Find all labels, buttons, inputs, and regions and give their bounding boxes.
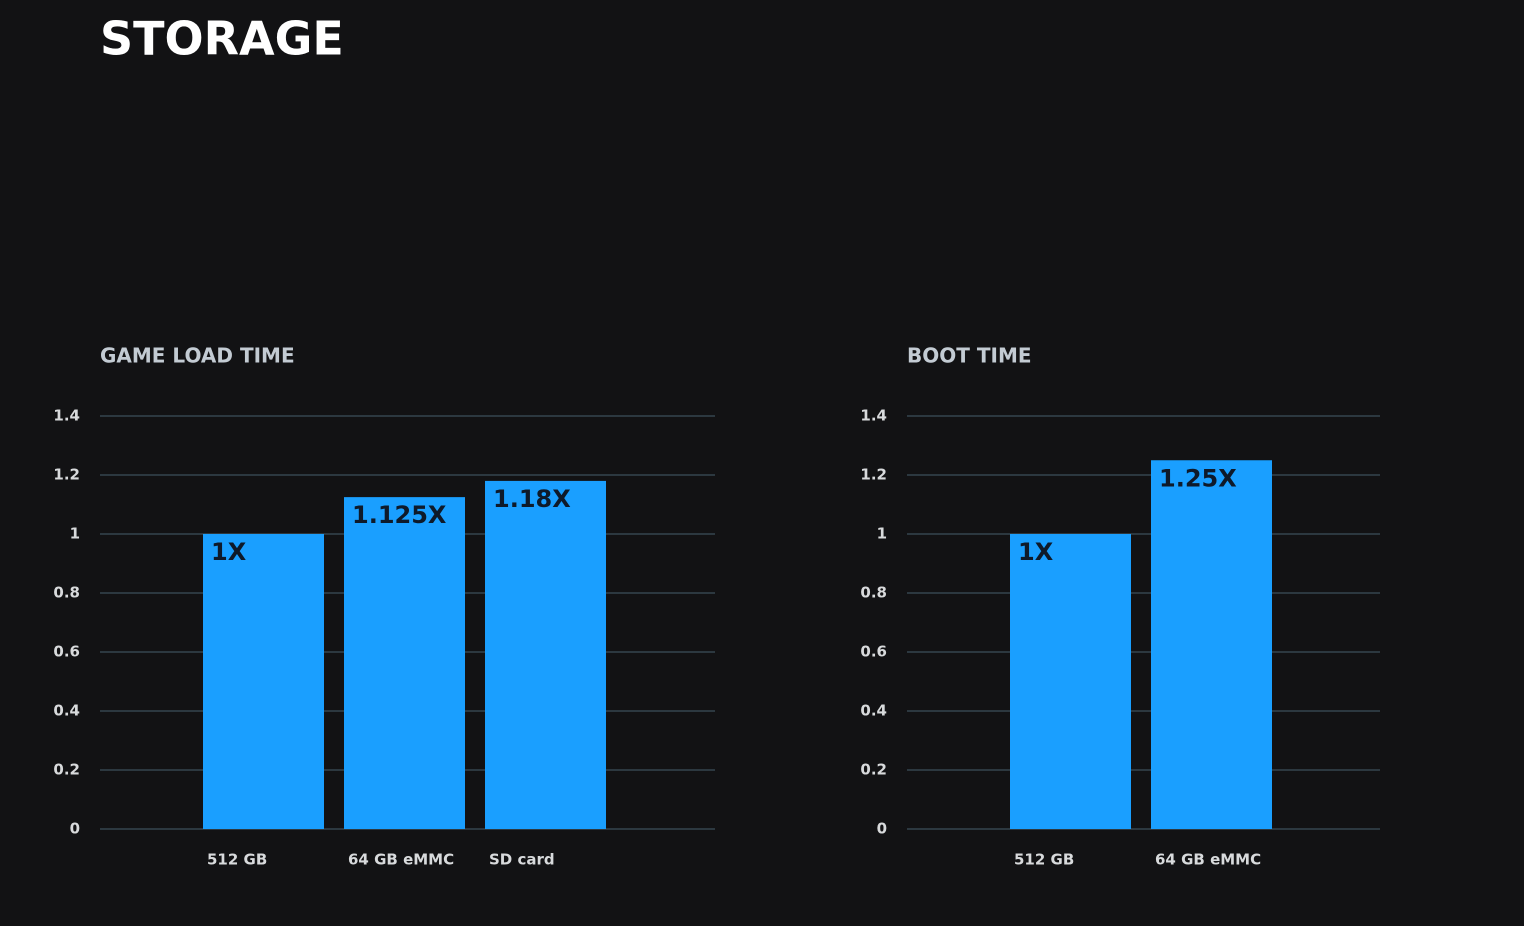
y-tick-label: 1.2	[53, 466, 80, 484]
value-label: 1.125X	[352, 501, 447, 529]
bar	[485, 480, 606, 829]
value-label: 1.25X	[1159, 464, 1237, 492]
y-tick-label: 0	[70, 820, 80, 838]
bar	[203, 534, 324, 829]
y-tick-label: 1.4	[53, 407, 80, 425]
bar	[344, 497, 465, 829]
y-tick-label: 0.6	[860, 643, 887, 661]
y-tick-label: 0	[877, 820, 887, 838]
x-tick-label: SD card	[489, 851, 555, 869]
chart-title: BOOT TIME	[907, 344, 1032, 368]
value-label: 1X	[1018, 538, 1054, 566]
y-tick-label: 0.4	[860, 702, 887, 720]
value-label: 1X	[211, 538, 247, 566]
y-tick-label: 1.2	[860, 466, 887, 484]
x-tick-label: 512 GB	[207, 851, 267, 869]
y-tick-label: 1	[70, 525, 80, 543]
y-tick-label: 1	[877, 525, 887, 543]
x-tick-label: 64 GB eMMC	[1155, 851, 1261, 869]
y-tick-label: 0.8	[860, 584, 887, 602]
y-tick-label: 0.4	[53, 702, 80, 720]
y-tick-label: 0.2	[860, 761, 887, 779]
value-label: 1.18X	[493, 485, 571, 513]
chart-title: GAME LOAD TIME	[100, 344, 295, 368]
page-title: STORAGE	[100, 12, 344, 66]
y-tick-label: 1.4	[860, 407, 887, 425]
y-tick-label: 0.8	[53, 584, 80, 602]
bar	[1010, 534, 1131, 829]
x-tick-label: 64 GB eMMC	[348, 851, 454, 869]
x-tick-label: 512 GB	[1014, 851, 1074, 869]
bar	[1151, 460, 1272, 829]
y-tick-label: 0.6	[53, 643, 80, 661]
y-tick-label: 0.2	[53, 761, 80, 779]
